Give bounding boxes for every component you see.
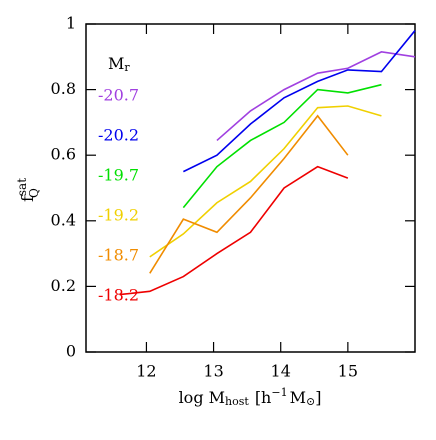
x-tick-label: 13	[203, 362, 223, 381]
legend-title: Mr	[108, 54, 130, 75]
plot-frame	[85, 23, 416, 353]
legend-title-sub: r	[124, 61, 130, 74]
x-label-main: log M	[179, 388, 225, 407]
legend-label: -18.7	[98, 246, 139, 265]
y-label-sub: Q	[27, 188, 41, 198]
x-label-sun: ⊙	[306, 395, 315, 408]
legend-label: -18.2	[98, 286, 139, 305]
legend-label: -19.7	[98, 166, 139, 185]
series-line	[149, 114, 349, 274]
legend-label: -20.2	[98, 126, 139, 145]
y-tick-label: 0.2	[51, 276, 76, 295]
x-label-sup: −1	[271, 386, 287, 399]
x-tick-label: 12	[136, 362, 156, 381]
y-tick-label: 0.8	[51, 79, 76, 98]
x-label-unit: M	[290, 388, 306, 407]
y-tick-label: 0	[66, 342, 76, 361]
x-axis-label: log Mhost [h−1 M⊙]	[179, 386, 322, 408]
legend-title-main: M	[108, 54, 124, 73]
x-tick-label: 14	[271, 362, 291, 381]
y-tick-label: 1	[66, 14, 76, 33]
x-label-open: [h	[255, 388, 272, 407]
x-label-sub: host	[225, 395, 249, 408]
x-tick-label: 15	[338, 362, 358, 381]
series-line	[182, 83, 382, 209]
series-line	[216, 51, 416, 142]
y-tick-label: 0.4	[51, 210, 76, 229]
legend-label: -20.7	[98, 86, 139, 105]
legend-label: -19.2	[98, 206, 139, 225]
y-tick-label: 0.6	[51, 145, 76, 164]
x-label-close: ]	[315, 388, 321, 407]
y-axis-label: fsatQ	[15, 178, 41, 202]
series-line	[119, 165, 349, 296]
series-line	[183, 30, 416, 173]
series-line	[149, 105, 382, 258]
y-label-sup: sat	[15, 178, 29, 196]
y-label-main: f	[18, 195, 37, 202]
